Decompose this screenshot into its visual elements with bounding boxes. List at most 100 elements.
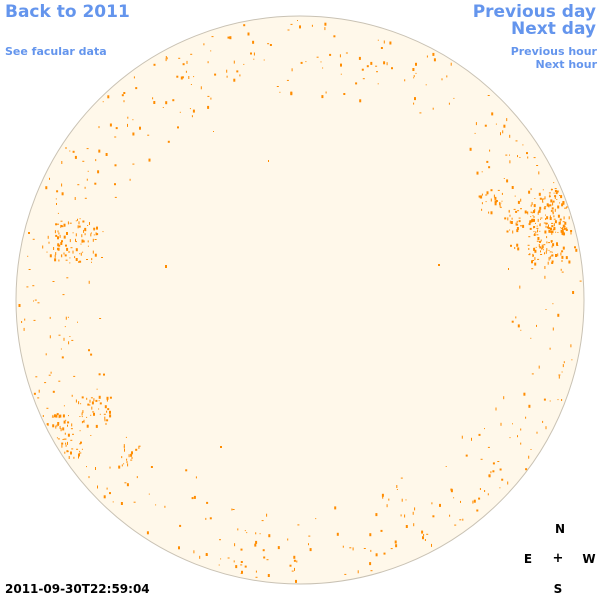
facula-mark <box>545 250 547 254</box>
facula-mark <box>246 532 248 534</box>
facula-mark <box>320 61 322 63</box>
facula-mark <box>485 194 488 196</box>
facula-mark <box>127 463 129 467</box>
facula-mark <box>60 348 62 350</box>
facula-mark <box>493 194 495 198</box>
facula-mark <box>520 428 522 431</box>
facula-mark <box>487 493 489 496</box>
facula-mark <box>548 249 550 251</box>
facula-mark <box>324 22 327 26</box>
facula-mark <box>536 165 539 166</box>
compass-west: W <box>582 552 596 566</box>
facula-mark <box>94 253 97 257</box>
facula-mark <box>538 365 540 369</box>
next-day-link[interactable]: Next day <box>511 19 596 39</box>
facula-mark <box>546 236 548 239</box>
facula-mark <box>63 252 65 255</box>
facula-mark <box>114 136 117 138</box>
facula-mark <box>81 396 84 399</box>
facula-mark <box>239 74 241 77</box>
facula-mark <box>79 430 81 432</box>
facula-mark <box>492 470 495 473</box>
facula-mark <box>133 76 135 79</box>
facula-mark <box>450 489 453 493</box>
facula-mark <box>121 456 123 459</box>
facula-mark <box>563 227 566 230</box>
facula-mark <box>21 321 23 323</box>
see-facular-data-link[interactable]: See facular data <box>5 45 107 58</box>
facula-mark <box>514 247 516 249</box>
facula-mark <box>528 248 530 250</box>
facula-mark <box>562 246 565 250</box>
previous-hour-link[interactable]: Previous hour <box>510 45 597 58</box>
facula-mark <box>517 155 518 158</box>
facula-mark <box>164 505 166 508</box>
facula-mark <box>383 552 386 555</box>
facula-mark <box>535 222 536 224</box>
back-to-year-link[interactable]: Back to 2011 <box>5 2 130 22</box>
facula-mark <box>55 198 57 200</box>
facula-mark <box>51 416 54 418</box>
facula-mark <box>546 203 549 207</box>
facula-mark <box>121 464 123 467</box>
facula-mark <box>64 326 66 328</box>
facula-mark <box>561 255 564 259</box>
facula-mark <box>57 247 60 251</box>
facula-mark <box>554 195 556 199</box>
facula-mark <box>190 84 192 85</box>
facula-mark <box>557 313 560 317</box>
facula-mark <box>376 71 378 73</box>
next-hour-link[interactable]: Next hour <box>535 58 598 71</box>
facula-mark <box>534 233 536 236</box>
facula-mark <box>544 252 545 255</box>
facula-mark <box>547 261 549 265</box>
facula-mark <box>105 422 107 425</box>
facula-mark <box>517 200 520 204</box>
compass-east: E <box>523 552 533 566</box>
facula-mark <box>52 281 55 282</box>
facula-mark <box>549 217 552 220</box>
facula-mark <box>570 230 573 232</box>
facula-mark <box>191 115 193 118</box>
facula-mark <box>415 62 417 66</box>
facula-mark <box>91 406 93 410</box>
facula-mark <box>218 564 220 566</box>
facula-mark <box>49 254 52 258</box>
facula-mark <box>79 452 82 454</box>
facula-mark <box>506 118 508 122</box>
facula-mark <box>63 438 66 440</box>
facula-mark <box>104 416 106 420</box>
facula-mark <box>475 122 477 126</box>
facula-mark <box>383 40 385 44</box>
previous-day-link[interactable]: Previous day <box>472 2 596 22</box>
facula-mark <box>538 244 540 247</box>
facula-mark <box>357 570 359 574</box>
facula-mark <box>131 451 133 455</box>
facula-mark <box>557 205 560 209</box>
facula-mark <box>155 504 157 506</box>
facula-mark <box>557 253 559 257</box>
facula-mark <box>520 198 522 202</box>
facula-mark <box>133 501 136 503</box>
facula-mark <box>553 218 556 220</box>
facula-mark <box>531 260 533 264</box>
facula-mark <box>517 435 518 438</box>
facula-mark <box>82 410 84 414</box>
facula-mark <box>549 204 552 207</box>
facula-mark <box>512 423 513 425</box>
facula-mark <box>59 414 62 418</box>
facula-mark <box>555 192 558 195</box>
facula-mark <box>220 558 222 560</box>
facula-mark <box>518 220 521 223</box>
facula-mark <box>550 199 553 203</box>
facula-mark <box>132 132 135 136</box>
facula-mark <box>542 199 544 203</box>
facula-mark <box>553 192 555 194</box>
facula-mark <box>553 182 555 184</box>
facula-mark <box>131 457 133 459</box>
facula-mark <box>227 36 230 39</box>
facula-mark <box>58 334 61 336</box>
facula-mark <box>109 414 112 418</box>
facula-mark <box>90 414 92 416</box>
facula-mark <box>57 236 59 240</box>
